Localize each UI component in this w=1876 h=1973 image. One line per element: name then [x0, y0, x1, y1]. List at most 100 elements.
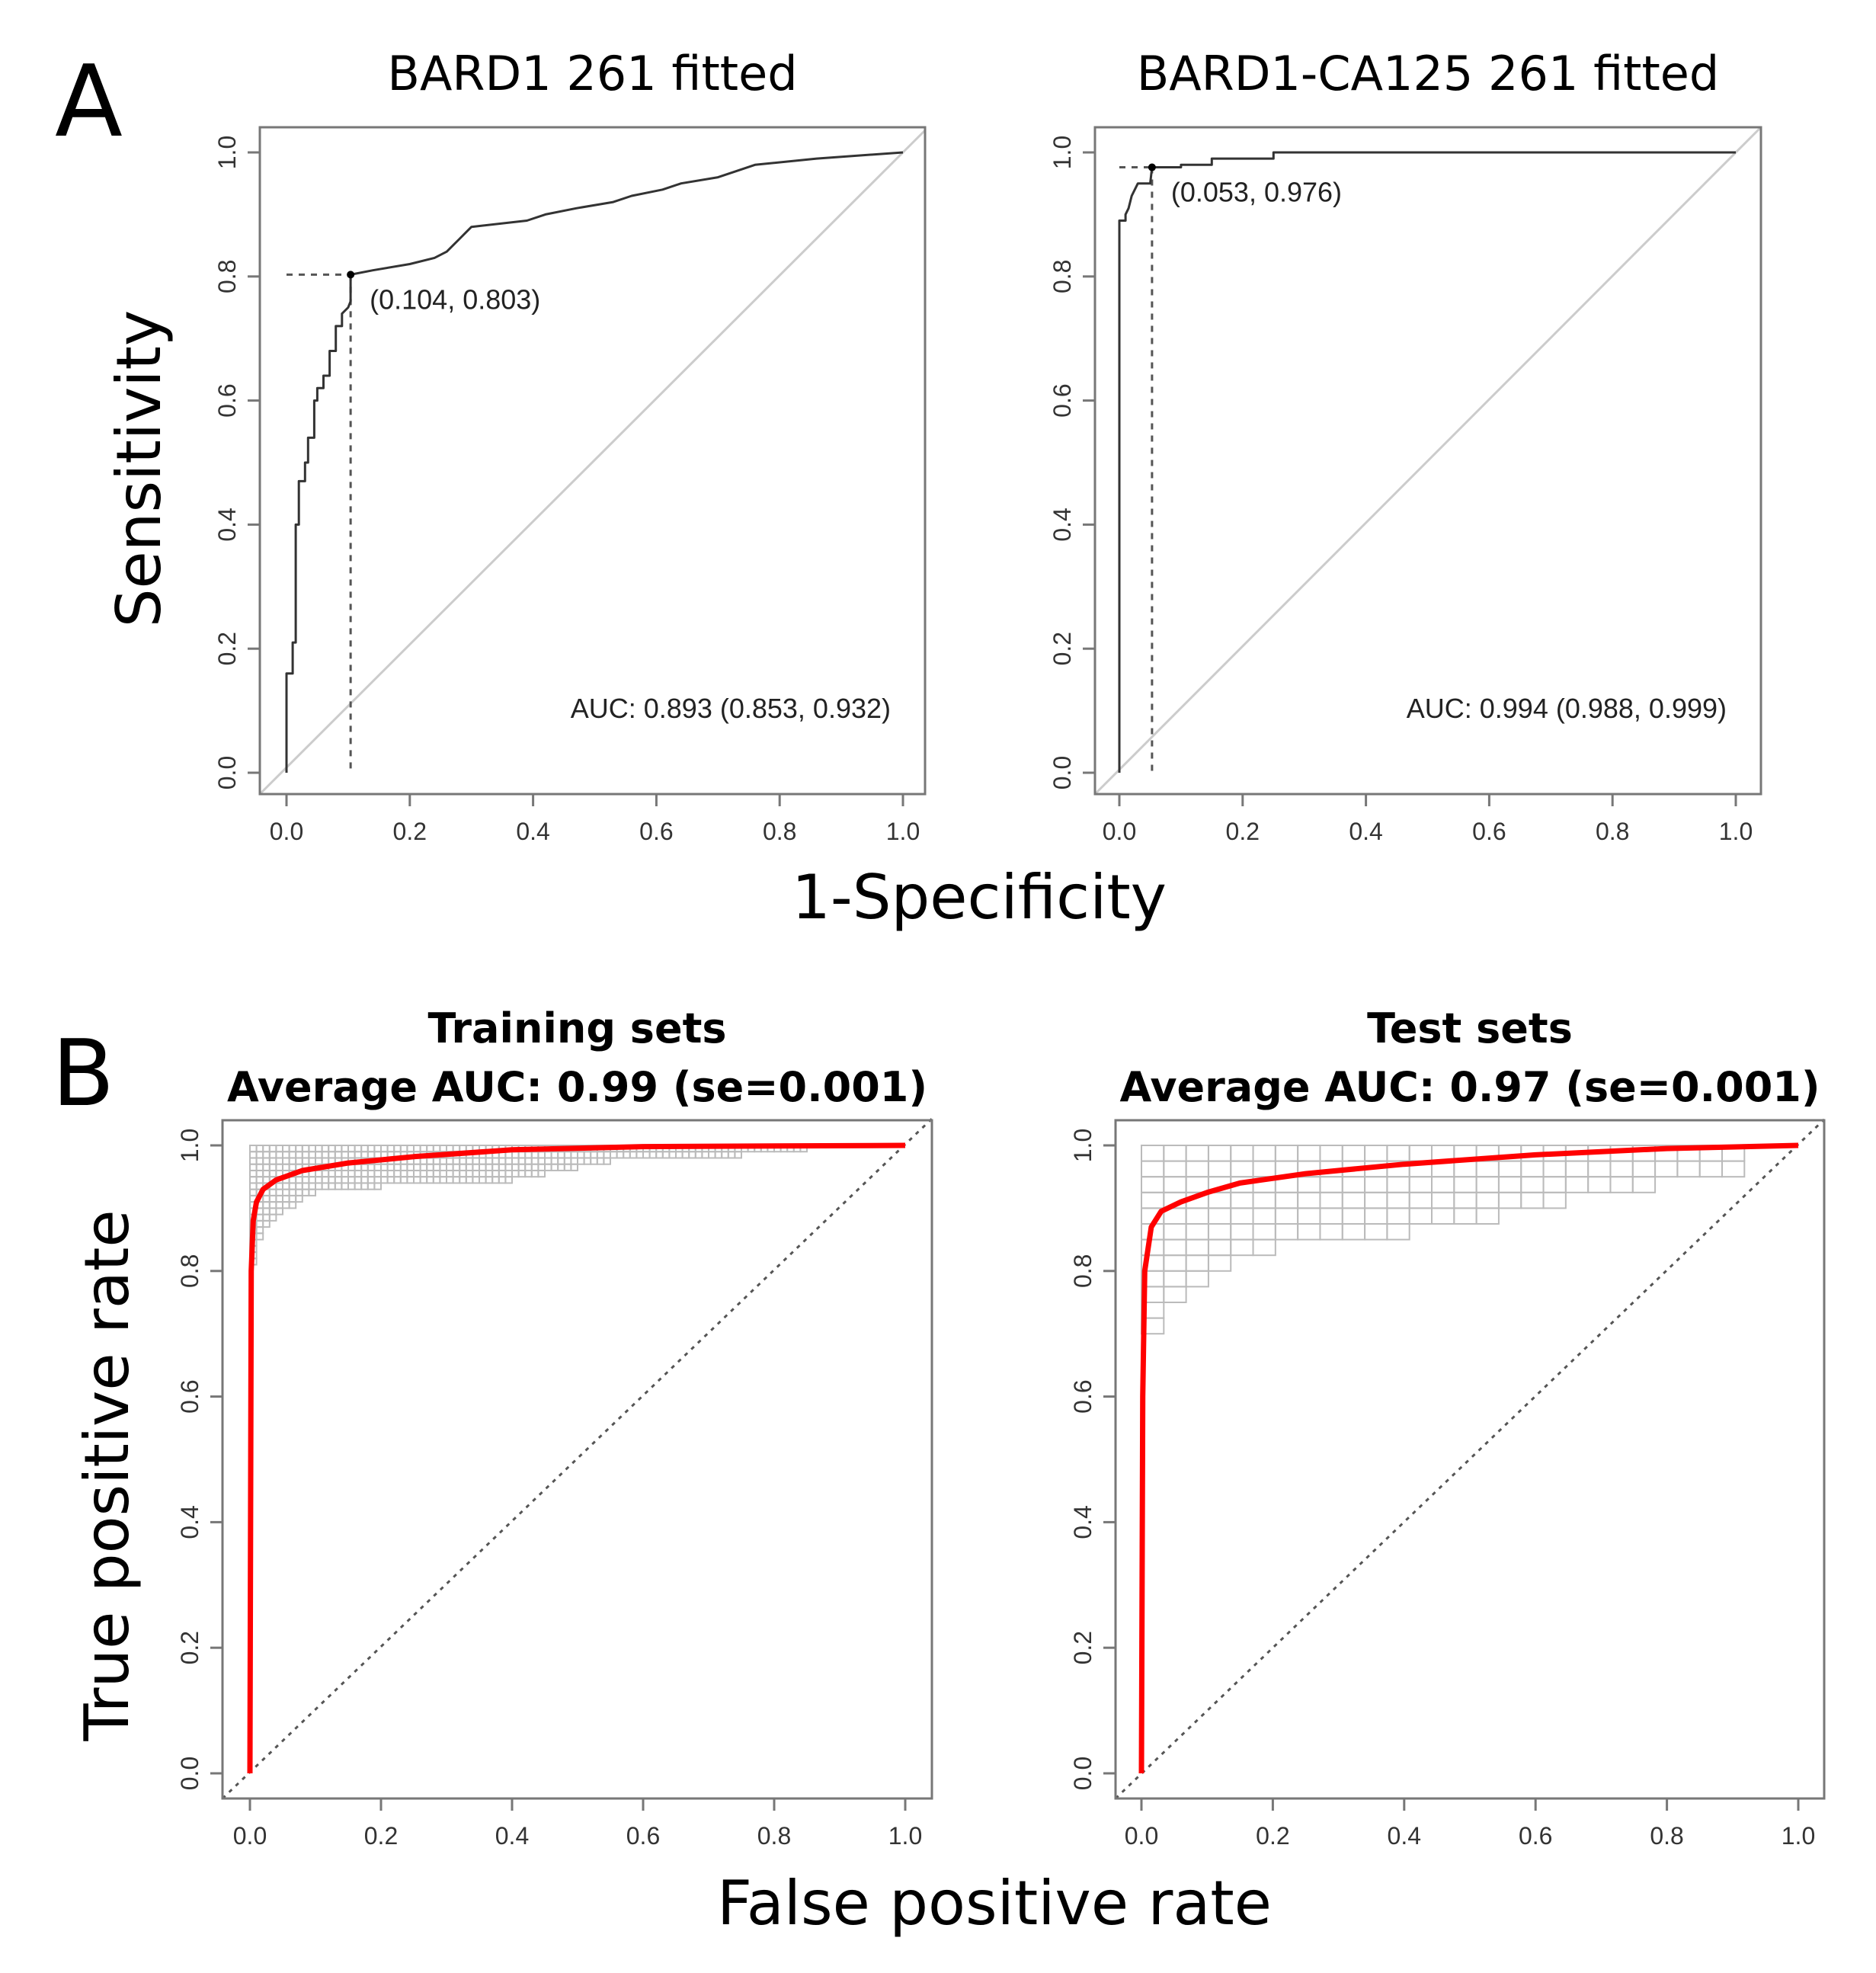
individual-roc-cell	[570, 1163, 579, 1171]
individual-roc-cell	[288, 1182, 297, 1190]
x-tick-label: 0.6	[1519, 1822, 1552, 1850]
individual-roc-cell	[360, 1176, 369, 1184]
individual-roc-cell	[1163, 1145, 1187, 1162]
individual-roc-cell	[275, 1151, 283, 1159]
y-tick-label: 0.2	[1048, 632, 1076, 665]
individual-roc-cell	[1230, 1160, 1254, 1178]
individual-roc-cell	[275, 1163, 283, 1171]
x-tick-label: 0.4	[516, 818, 549, 845]
individual-roc-cell	[308, 1151, 316, 1159]
individual-roc-cell	[275, 1157, 283, 1165]
individual-roc-cell	[328, 1169, 336, 1178]
individual-roc-cell	[288, 1157, 297, 1165]
individual-roc-cell	[360, 1182, 369, 1190]
individual-roc-cell	[1230, 1223, 1254, 1241]
individual-roc-cell	[301, 1157, 310, 1165]
individual-roc-cell	[1341, 1176, 1366, 1193]
individual-roc-cell	[360, 1151, 369, 1159]
individual-roc-cell	[446, 1176, 454, 1184]
individual-roc-cell	[517, 1151, 527, 1159]
individual-roc-cell	[1319, 1191, 1343, 1209]
individual-roc-cell	[315, 1151, 323, 1159]
individual-roc-cell	[570, 1151, 579, 1159]
individual-roc-cell	[360, 1145, 369, 1153]
individual-roc-cell	[590, 1151, 598, 1159]
individual-roc-cell	[367, 1145, 376, 1153]
individual-roc-cell	[504, 1157, 514, 1165]
individual-roc-cell	[255, 1232, 264, 1241]
individual-roc-cell	[295, 1194, 303, 1203]
individual-roc-cell	[1542, 1191, 1567, 1209]
y-tick-label: 0.4	[176, 1505, 203, 1539]
x-tick-label: 0.2	[1256, 1822, 1289, 1850]
individual-roc-cell	[249, 1145, 258, 1153]
individual-roc-cell	[1364, 1223, 1388, 1241]
individual-roc-cell	[1141, 1145, 1165, 1162]
individual-roc-cell	[1297, 1176, 1321, 1193]
y-tick-label: 0.6	[1048, 383, 1076, 417]
individual-roc-cell	[1497, 1191, 1522, 1209]
individual-roc-cell	[537, 1157, 546, 1165]
plot-subtitle: Average AUC: 0.99 (se=0.001)	[227, 1063, 927, 1111]
x-tick-label: 0.4	[1388, 1822, 1421, 1850]
y-tick-label: 1.0	[1069, 1129, 1096, 1162]
individual-roc-cell	[268, 1145, 277, 1153]
reference-diagonal	[258, 129, 927, 796]
individual-roc-cell	[262, 1163, 271, 1171]
individual-roc-cell	[1185, 1207, 1209, 1225]
individual-roc-cell	[295, 1145, 303, 1153]
panel-label-b: B	[52, 1021, 114, 1127]
individual-roc-cell	[511, 1163, 520, 1171]
individual-roc-cell	[511, 1151, 520, 1159]
threshold-annotation: (0.053, 0.976)	[1171, 177, 1342, 208]
individual-roc-cell	[432, 1145, 441, 1153]
individual-roc-cell	[380, 1176, 389, 1184]
individual-roc-cell	[465, 1157, 474, 1165]
individual-roc-cell	[517, 1157, 527, 1165]
individual-roc-cell	[268, 1213, 277, 1222]
individual-roc-cell	[1297, 1191, 1321, 1209]
y-tick-label: 0.4	[1069, 1505, 1096, 1539]
individual-roc-cell	[701, 1151, 710, 1159]
individual-roc-cell	[603, 1151, 612, 1159]
individual-roc-cell	[1185, 1238, 1209, 1257]
individual-roc-cell	[446, 1169, 454, 1178]
individual-roc-cell	[570, 1157, 579, 1165]
individual-roc-cell	[537, 1151, 546, 1159]
individual-roc-cell	[373, 1151, 382, 1159]
individual-roc-cell	[1341, 1191, 1366, 1209]
individual-roc-cell	[321, 1182, 330, 1190]
y-tick-label: 0.8	[1048, 260, 1076, 293]
individual-roc-cell	[596, 1151, 605, 1159]
individual-roc-cell	[262, 1201, 271, 1209]
individual-roc-cell	[1274, 1223, 1299, 1241]
individual-roc-cell	[432, 1157, 441, 1165]
individual-roc-cell	[577, 1151, 585, 1159]
individual-roc-cell	[452, 1169, 461, 1178]
individual-roc-cell	[524, 1151, 533, 1159]
individual-roc-cell	[308, 1157, 316, 1165]
individual-roc-cell	[432, 1163, 441, 1171]
individual-roc-cell	[623, 1151, 631, 1159]
y-tick-label: 0.0	[1069, 1757, 1096, 1790]
individual-roc-cell	[321, 1151, 330, 1159]
individual-roc-cell	[249, 1151, 258, 1159]
individual-roc-cell	[262, 1169, 271, 1178]
individual-roc-cell	[616, 1151, 625, 1159]
individual-roc-cell	[275, 1194, 283, 1203]
individual-roc-cell	[1386, 1223, 1410, 1241]
individual-roc-cell	[367, 1182, 376, 1190]
individual-roc-cell	[1230, 1207, 1254, 1225]
panel-b-ylabel: True positive rate	[72, 1209, 142, 1741]
individual-roc-cell	[1475, 1207, 1500, 1225]
x-tick-label: 0.4	[495, 1822, 529, 1850]
individual-roc-cell	[1297, 1223, 1321, 1241]
individual-roc-cell	[1252, 1238, 1276, 1257]
individual-roc-cell	[1587, 1160, 1612, 1178]
individual-roc-cell	[1141, 1160, 1165, 1178]
individual-roc-cell	[1207, 1238, 1232, 1257]
individual-roc-cell	[406, 1169, 415, 1178]
individual-roc-cell	[498, 1157, 507, 1165]
individual-roc-cell	[321, 1176, 330, 1184]
individual-roc-cell	[1207, 1145, 1232, 1162]
